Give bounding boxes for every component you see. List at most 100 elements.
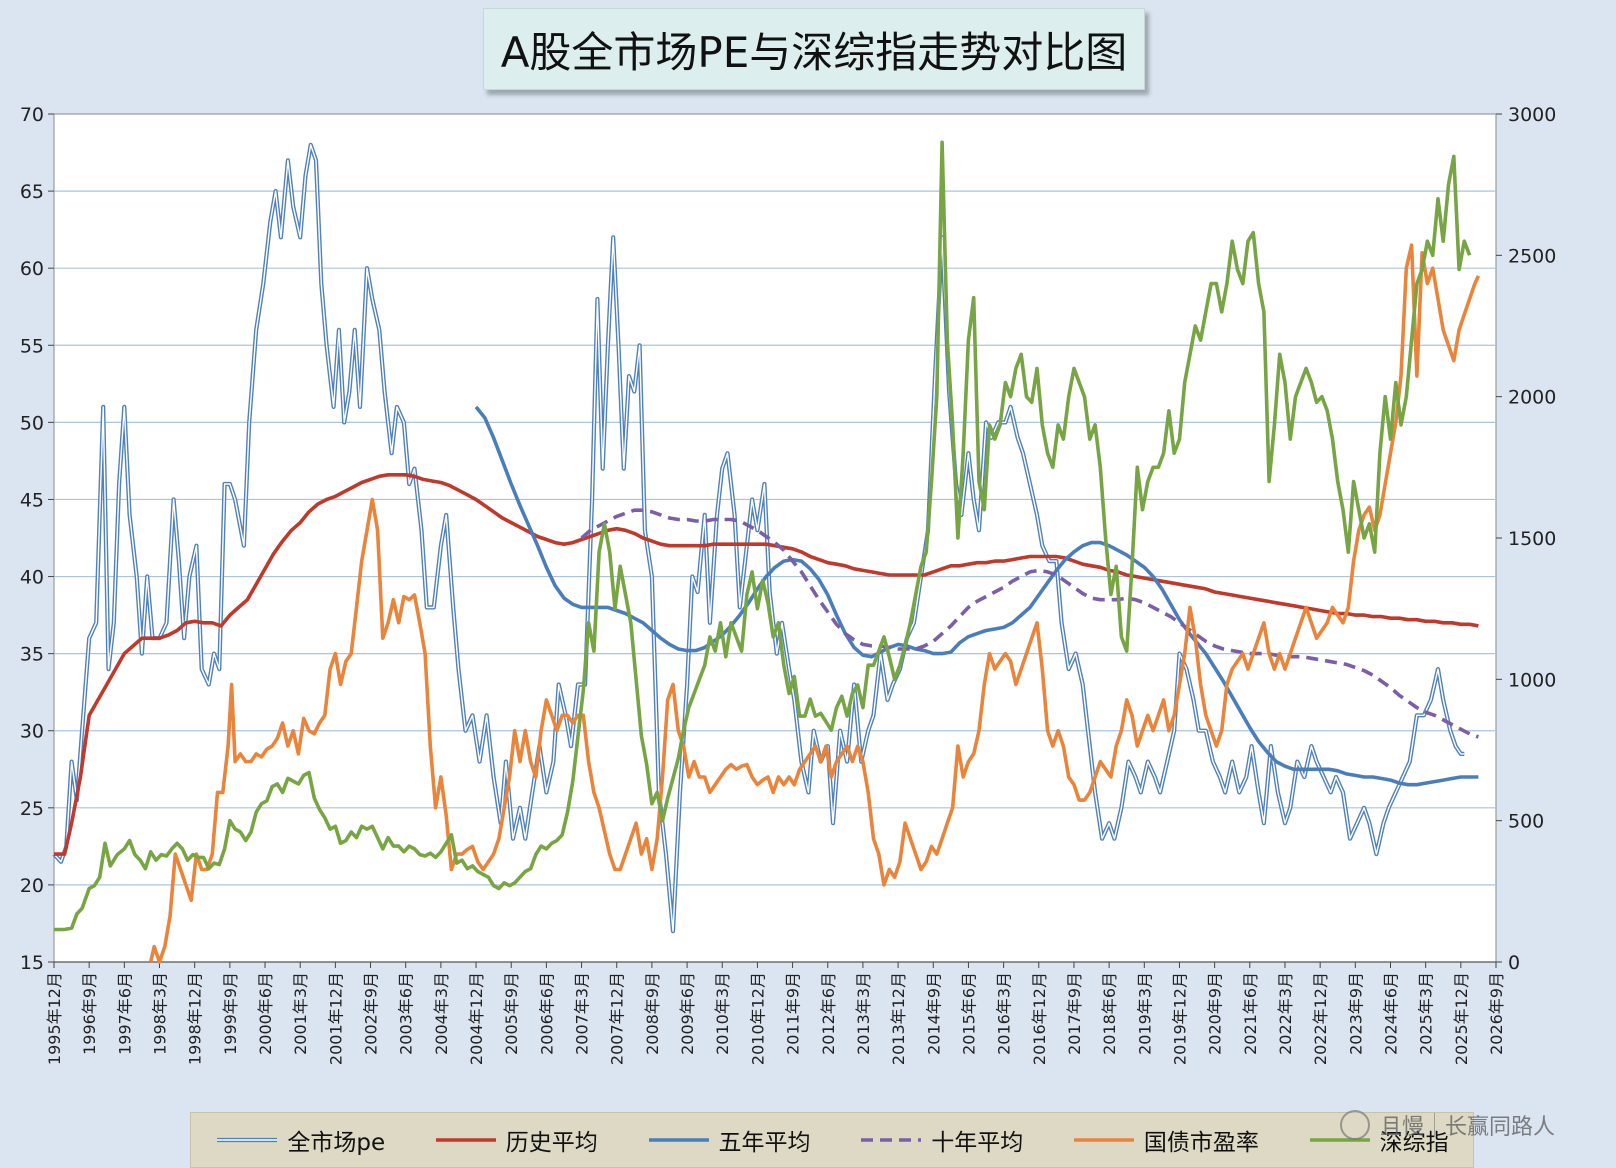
- watermark-author: 长赢同路人: [1445, 1115, 1556, 1140]
- legend-swatch: [217, 1137, 278, 1143]
- x-tick-label: 2016年12月: [1030, 972, 1049, 1065]
- series-3: [580, 508, 1479, 739]
- x-tick-label: 2005年9月: [502, 972, 521, 1055]
- legend-swatch: [1073, 1138, 1134, 1142]
- x-tick-label: 2019年12月: [1170, 972, 1189, 1065]
- x-tick-label: 1998年3月: [151, 972, 170, 1055]
- series-1: [54, 473, 1479, 856]
- x-tick-label: 2015年6月: [959, 972, 978, 1055]
- x-tick-label: 2014年9月: [924, 972, 943, 1055]
- chart-title: A股全市场PE与深综指走势对比图: [483, 8, 1145, 90]
- legend-item-0: 全市场pe: [215, 1123, 385, 1157]
- series-line: [580, 508, 1479, 739]
- axes: 70 65 60 55 50 45 40 35 30 25 20 15 3000 2500 2000 1500…: [20, 104, 1557, 1065]
- legend-item-5: 深综指: [1308, 1123, 1449, 1157]
- x-tick-label: 2023年9月: [1346, 972, 1365, 1055]
- legend-label: 历史平均: [505, 1130, 598, 1156]
- x-tick-label: 2022年3月: [1276, 972, 1295, 1055]
- x-tick-label: 1995年12月: [45, 972, 64, 1065]
- legend-item-2: 五年平均: [647, 1123, 811, 1157]
- y-left-tick-label: 55: [20, 335, 44, 357]
- x-tick-label: 2013年3月: [854, 972, 873, 1055]
- legend-item-4: 国债市盈率: [1072, 1123, 1259, 1157]
- y-left-tick-label: 25: [20, 798, 44, 820]
- x-tick-label: 2006年6月: [537, 972, 556, 1055]
- watermark-brand: 且慢: [1380, 1115, 1425, 1140]
- x-tick-label: 2008年9月: [643, 972, 662, 1055]
- y-left-tick-label: 65: [20, 181, 44, 203]
- x-tick-label: 1996年9月: [80, 972, 99, 1055]
- y-left-tick-label: 70: [20, 104, 44, 126]
- x-tick-label: 2025年3月: [1417, 972, 1436, 1055]
- y-left-tick-label: 45: [20, 489, 44, 511]
- legend-item-1: 历史平均: [434, 1123, 598, 1157]
- series-line: [54, 140, 1472, 932]
- x-tick-label: 2022年12月: [1311, 972, 1330, 1065]
- legend-label: 国债市盈率: [1143, 1130, 1259, 1156]
- x-tick-label: 2002年9月: [362, 972, 381, 1055]
- legend-label: 深综指: [1379, 1130, 1449, 1156]
- plot-area: [53, 113, 1497, 963]
- y-right-tick-label: 2500: [1508, 245, 1556, 267]
- x-tick-label: 2004年3月: [432, 972, 451, 1055]
- x-tick-label: 2012年6月: [819, 972, 838, 1055]
- series-line: [148, 243, 1481, 964]
- x-tick-label: 1998年12月: [186, 972, 205, 1065]
- x-tick-label: 2010年12月: [748, 972, 767, 1065]
- watermark: 且慢 长赢同路人: [1340, 1105, 1555, 1145]
- x-tick-label: 2021年6月: [1241, 972, 1260, 1055]
- y-left-tick-label: 60: [20, 258, 44, 280]
- y-left-tick-label: 40: [20, 567, 44, 589]
- y-left-tick-label: 35: [20, 644, 44, 666]
- series-line: [54, 473, 1479, 856]
- x-tick-label: 2016年3月: [995, 972, 1014, 1055]
- legend-label: 十年平均: [931, 1130, 1024, 1156]
- x-tick-label: 2024年6月: [1381, 972, 1400, 1055]
- y-right-tick-label: 1000: [1508, 669, 1556, 691]
- y-left-tick-label: 20: [20, 875, 44, 897]
- watermark-logo-icon: [1340, 1110, 1370, 1140]
- x-tick-label: 2020年9月: [1206, 972, 1225, 1055]
- legend-swatch: [861, 1138, 922, 1142]
- x-tick-label: 2003年6月: [397, 972, 416, 1055]
- y-left-tick-label: 15: [20, 952, 44, 974]
- legend: 全市场pe 历史平均 五年平均 十年平均 国债市盈率 深综指: [190, 1112, 1474, 1168]
- legend-swatch: [1309, 1138, 1370, 1142]
- x-tick-label: 2013年12月: [889, 972, 908, 1065]
- legend-swatch: [648, 1138, 709, 1142]
- x-tick-label: 2026年9月: [1487, 972, 1506, 1055]
- legend-swatch: [435, 1138, 496, 1142]
- x-tick-label: 2001年12月: [326, 972, 345, 1065]
- x-tick-label: 2004年12月: [467, 972, 486, 1065]
- y-right-tick-label: 1500: [1508, 528, 1556, 550]
- y-right-tick-label: 0: [1508, 952, 1520, 974]
- series-2: [474, 405, 1479, 787]
- x-tick-label: 2007年3月: [573, 972, 592, 1055]
- y-right-tick-label: 500: [1508, 811, 1544, 833]
- x-tick-label: 2010年3月: [713, 972, 732, 1055]
- y-left-tick-label: 50: [20, 412, 44, 434]
- watermark-divider: [1434, 1113, 1436, 1137]
- x-tick-label: 2019年3月: [1135, 972, 1154, 1055]
- gridlines: [54, 190, 1496, 886]
- y-right-tick-label: 2000: [1508, 387, 1556, 409]
- series-4: [148, 243, 1481, 964]
- x-tick-label: 2001年3月: [291, 972, 310, 1055]
- legend-item-3: 十年平均: [859, 1123, 1023, 1157]
- x-tick-label: 2018年6月: [1100, 972, 1119, 1055]
- series-line: [474, 405, 1479, 787]
- series-5: [54, 140, 1472, 932]
- x-tick-label: 2025年12月: [1452, 972, 1471, 1065]
- x-tick-label: 2009年6月: [678, 972, 697, 1055]
- x-tick-label: 2000年6月: [256, 972, 275, 1055]
- series-line-inner: [53, 144, 1465, 932]
- series-0: [52, 142, 1465, 934]
- y-left-tick-label: 30: [20, 721, 44, 743]
- x-tick-label: 2011年9月: [784, 972, 803, 1055]
- legend-label: 五年平均: [718, 1130, 811, 1156]
- legend-label: 全市场pe: [287, 1130, 386, 1156]
- series-layer: [52, 140, 1481, 964]
- x-tick-label: 2017年9月: [1065, 972, 1084, 1055]
- x-tick-label: 2007年12月: [608, 972, 627, 1065]
